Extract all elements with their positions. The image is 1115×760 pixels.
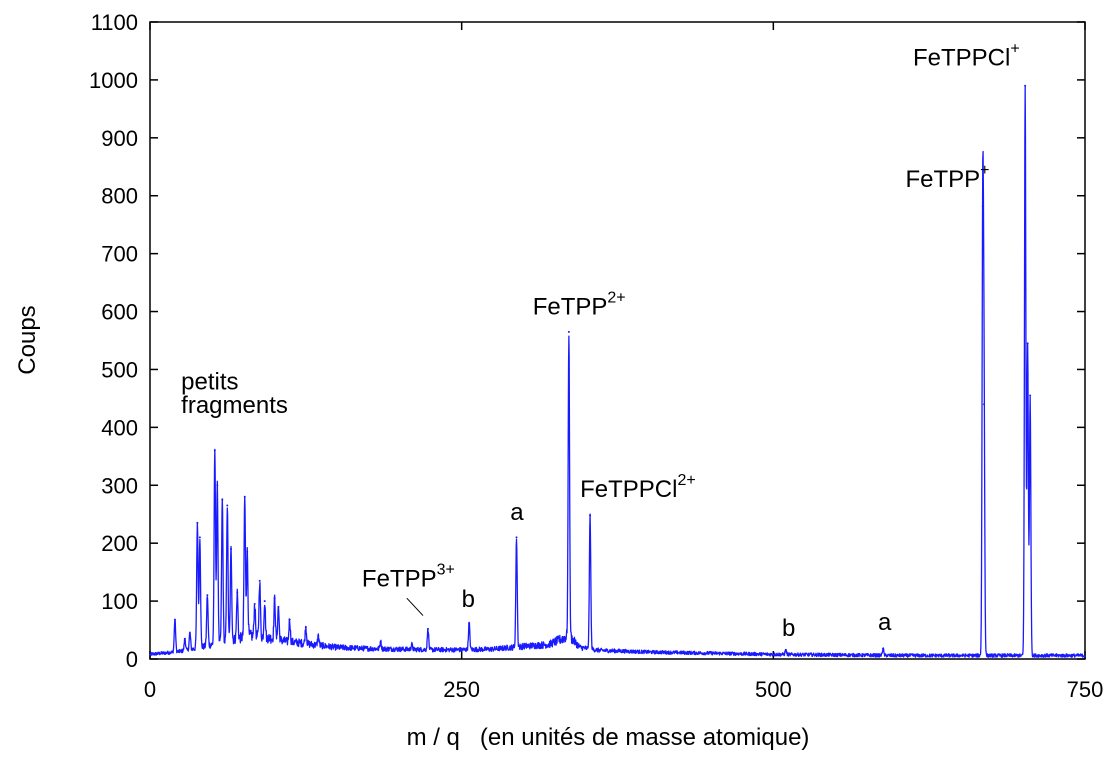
x-tick-label: 0 <box>144 677 156 702</box>
peak-point <box>515 536 518 539</box>
peak-annotation: a <box>878 609 892 636</box>
annotation-superscript: + <box>980 162 989 179</box>
peak-point <box>468 622 471 625</box>
peak-point <box>784 649 787 652</box>
x-tick-label: 500 <box>755 677 792 702</box>
x-axis-title: m / q (en unités de masse atomique) <box>407 724 810 751</box>
y-axis-ticks: 0 100 200 300 400 500 600 700 800 900 1000 1100 <box>89 10 1085 672</box>
peak-point <box>1026 342 1029 345</box>
peak-point <box>213 449 216 452</box>
peak-point <box>230 547 233 550</box>
annotation-base: petits <box>181 369 238 396</box>
annotation-base: FeTPP <box>362 566 437 593</box>
x-tick-label: 750 <box>1067 677 1104 702</box>
peak-point <box>567 330 570 333</box>
peak-point <box>221 498 224 501</box>
peak-point <box>263 600 266 603</box>
peak-point <box>243 495 246 498</box>
y-tick-label: 900 <box>101 126 138 151</box>
annotation-base: FeTPP <box>533 293 608 320</box>
peak-point <box>196 521 199 524</box>
annotation-base: fragments <box>181 392 288 419</box>
peak-point <box>173 618 176 621</box>
peak-point <box>981 205 984 208</box>
peak-point <box>216 484 219 487</box>
peak-annotation: FeTPP+ <box>905 162 989 193</box>
peak-annotation: fragments <box>181 392 288 419</box>
peak-annotation: b <box>782 615 795 642</box>
annotation-pointer-line <box>406 597 424 616</box>
plot-frame <box>149 21 1086 660</box>
peak-point <box>183 637 186 640</box>
annotation-superscript: + <box>1010 40 1019 57</box>
peak-point <box>206 594 209 597</box>
peak-point <box>253 602 256 605</box>
y-tick-label: 0 <box>126 647 138 672</box>
peak-annotation: FeTPPCl+ <box>913 40 1020 71</box>
y-tick-label: 1000 <box>89 68 138 93</box>
peak-point <box>882 647 885 650</box>
peak-point <box>226 504 229 507</box>
peak-point <box>236 591 239 594</box>
y-tick-label: 100 <box>101 589 138 614</box>
y-tick-label: 1100 <box>91 10 138 35</box>
annotation-base: FeTPP <box>905 166 980 193</box>
x-tick-label: 250 <box>443 677 480 702</box>
y-tick-label: 300 <box>101 473 138 498</box>
peak-point <box>589 514 592 517</box>
peak-point <box>427 627 430 630</box>
peak-point <box>983 403 986 406</box>
peak-point <box>410 643 413 646</box>
peak-point <box>288 618 291 621</box>
peak-annotation: b <box>462 586 475 613</box>
annotation-superscript: 2+ <box>607 289 625 306</box>
peak-point <box>198 536 201 539</box>
y-tick-label: 700 <box>101 242 138 267</box>
peak-annotations: petitsfragmentsFeTPP3+baFeTPP2+FeTPPCl2+… <box>181 40 1019 641</box>
annotation-superscript: 2+ <box>677 472 695 489</box>
peak-point <box>1024 84 1027 87</box>
y-tick-label: 200 <box>101 531 138 556</box>
annotation-base: b <box>462 586 475 613</box>
peak-point <box>273 597 276 600</box>
spectrum-series <box>149 84 1086 658</box>
peak-annotation: FeTPPCl2+ <box>580 472 696 503</box>
peak-point <box>246 550 249 553</box>
y-tick-label: 400 <box>101 415 138 440</box>
y-tick-label: 500 <box>101 357 138 382</box>
y-axis-title: Coups <box>14 305 41 374</box>
annotation-base: FeTPPCl <box>913 44 1010 71</box>
y-tick-label: 600 <box>101 300 138 325</box>
peak-point <box>188 631 191 634</box>
x-axis-ticks: 0 250 500 750 <box>144 22 1103 702</box>
peak-point <box>1029 394 1032 397</box>
annotation-base: a <box>510 499 524 526</box>
annotation-base: a <box>878 609 892 636</box>
peak-point <box>317 634 320 637</box>
peak-annotation: FeTPP2+ <box>533 289 626 320</box>
peak-annotation: petits <box>181 369 238 396</box>
peak-point <box>304 626 307 629</box>
peak-annotation: FeTPP3+ <box>362 562 455 593</box>
peak-annotation: a <box>510 499 524 526</box>
y-tick-label: 800 <box>101 184 138 209</box>
annotation-base: b <box>782 615 795 642</box>
peak-point <box>277 605 280 608</box>
annotation-base: FeTPPCl <box>580 476 677 503</box>
peak-point <box>379 640 382 643</box>
peak-point <box>258 579 261 582</box>
annotation-superscript: 3+ <box>437 562 455 579</box>
